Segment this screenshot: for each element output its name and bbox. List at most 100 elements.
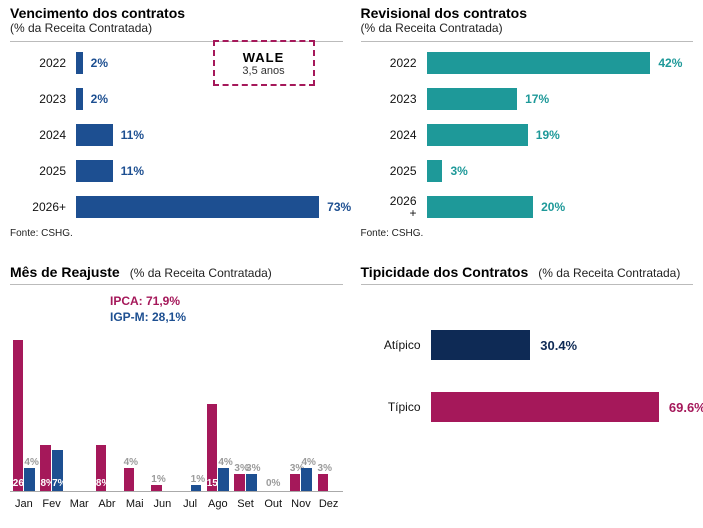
vcol: 8% — [93, 317, 121, 491]
x-label: Out — [259, 498, 287, 510]
p1-source: Fonte: CSHG. — [10, 228, 343, 239]
hbar-track: 11% — [76, 124, 343, 146]
hbar-value: 42% — [650, 52, 682, 74]
p1-subtitle: (% da Receita Contratada) — [10, 21, 343, 35]
vlabel-ipca: 3% — [290, 463, 301, 474]
hbar-bar — [76, 88, 83, 110]
hbar-bar — [427, 196, 534, 218]
t3-value: 30.4% — [530, 330, 577, 360]
p2-source: Fonte: CSHG. — [361, 228, 694, 239]
wale-badge: WALE 3,5 anos — [213, 40, 315, 86]
hbar-row: 2023 17% — [361, 84, 694, 114]
p3-subtitle: (% da Receita Contratada) — [130, 266, 272, 280]
vbar-igpm — [218, 468, 229, 491]
x-label: Nov — [287, 498, 315, 510]
p3-plot: 26%4%8%7%8%4%1%1%15%4%3%3%0%3%4%3% — [10, 317, 343, 492]
hbar-row: 2026+73% — [10, 192, 343, 222]
hbar-row: 2022 42% — [361, 48, 694, 78]
t3-track: 30.4% — [431, 330, 694, 360]
x-label: Mar — [65, 498, 93, 510]
x-label: Fev — [38, 498, 66, 510]
t3-category: Típico — [361, 400, 431, 414]
hbar-bar — [76, 52, 83, 74]
vbar-ipca — [234, 474, 245, 491]
vcol: 8%7% — [38, 317, 66, 491]
vcol: 15%4% — [204, 317, 232, 491]
hbar-value: 73% — [319, 196, 351, 218]
vbar-ipca — [318, 474, 329, 491]
hbar-bar — [76, 196, 319, 218]
vlabel-igpm: 3% — [246, 463, 257, 474]
hbar-value: 19% — [528, 124, 560, 146]
p4-rule — [361, 284, 694, 285]
p2-title: Revisional dos contratos — [361, 6, 694, 21]
hbar-bar — [427, 52, 651, 74]
hbar-bar — [76, 124, 113, 146]
hbar-track: 11% — [76, 160, 343, 182]
hbar-value: 20% — [533, 196, 565, 218]
hbar-value: 2% — [83, 88, 108, 110]
vcol: 26%4% — [10, 317, 38, 491]
hbar-track: 42% — [427, 52, 694, 74]
vcol — [65, 317, 93, 491]
p2-bars: 2022 42% 2023 17% 2024 19% 20253% 2026 + 20% — [361, 48, 694, 222]
p4-title: Tipicidade dos Contratos — [361, 265, 529, 280]
panel-grid: Vencimento dos contratos (% da Receita C… — [10, 6, 693, 510]
vcol: 1% — [149, 317, 177, 491]
hbar-track: 73% — [76, 196, 343, 218]
vcol: 4% — [121, 317, 149, 491]
vlabel-zero: 0% — [259, 478, 287, 489]
panel-reajuste: Mês de Reajuste (% da Receita Contratada… — [10, 265, 343, 510]
hbar-category: 2023 — [361, 93, 427, 105]
x-label: Mai — [121, 498, 149, 510]
x-label: Jun — [149, 498, 177, 510]
hbar-track: 2% — [76, 88, 343, 110]
vbar-igpm — [301, 468, 312, 491]
hbar-row: 2024 19% — [361, 120, 694, 150]
vlabel-ipca: 8% — [40, 478, 51, 489]
hbar-row: 202411% — [10, 120, 343, 150]
vlabel-ipca: 1% — [151, 474, 162, 485]
p4-subtitle: (% da Receita Contratada) — [538, 266, 680, 280]
hbar-category: 2025 — [10, 165, 76, 177]
vcol: 1% — [176, 317, 204, 491]
t3-track: 69.6% — [431, 392, 694, 422]
hbar-row: 20253% — [361, 156, 694, 186]
hbar-category: 2023 — [10, 93, 76, 105]
page: Vencimento dos contratos (% da Receita C… — [0, 0, 703, 528]
t3-bar — [431, 330, 531, 360]
hbar-category: 2024 — [361, 129, 427, 141]
hbar-track: 19% — [427, 124, 694, 146]
hbar-row: 2026 + 20% — [361, 192, 694, 222]
legend-ipca: IPCA: 71,9% — [110, 293, 186, 309]
hbar-row: 2023 2% — [10, 84, 343, 114]
vbar-ipca — [151, 485, 162, 491]
hbar-bar — [427, 124, 528, 146]
p2-rule — [361, 41, 694, 42]
x-label: Ago — [204, 498, 232, 510]
hbar-value: 11% — [113, 160, 144, 182]
hbar-track: 3% — [427, 160, 694, 182]
vlabel-ipca: 3% — [234, 463, 245, 474]
t3-bar — [431, 392, 659, 422]
t3-row: Típico69.6% — [361, 385, 694, 429]
hbar-track: 20% — [427, 196, 694, 218]
vlabel-ipca: 26% — [13, 478, 24, 489]
x-label: Jul — [176, 498, 204, 510]
wale-label: WALE — [243, 50, 285, 65]
hbar-bar — [427, 160, 443, 182]
vbar-ipca — [13, 340, 24, 491]
p3-title: Mês de Reajuste — [10, 265, 120, 280]
p2-subtitle: (% da Receita Contratada) — [361, 21, 694, 35]
hbar-category: 2022 — [361, 57, 427, 69]
vcol: 3% — [315, 317, 343, 491]
vlabel-igpm: 1% — [191, 474, 202, 485]
vlabel-igpm: 4% — [24, 457, 35, 468]
x-label: Dez — [315, 498, 343, 510]
p4-bars: Atípico30.4%Típico69.6% — [361, 323, 694, 429]
hbar-category: 2026 + — [361, 195, 427, 219]
vlabel-ipca: 15% — [207, 478, 218, 489]
vlabel-igpm: 4% — [218, 457, 229, 468]
hbar-value: 17% — [517, 88, 549, 110]
hbar-bar — [427, 88, 518, 110]
